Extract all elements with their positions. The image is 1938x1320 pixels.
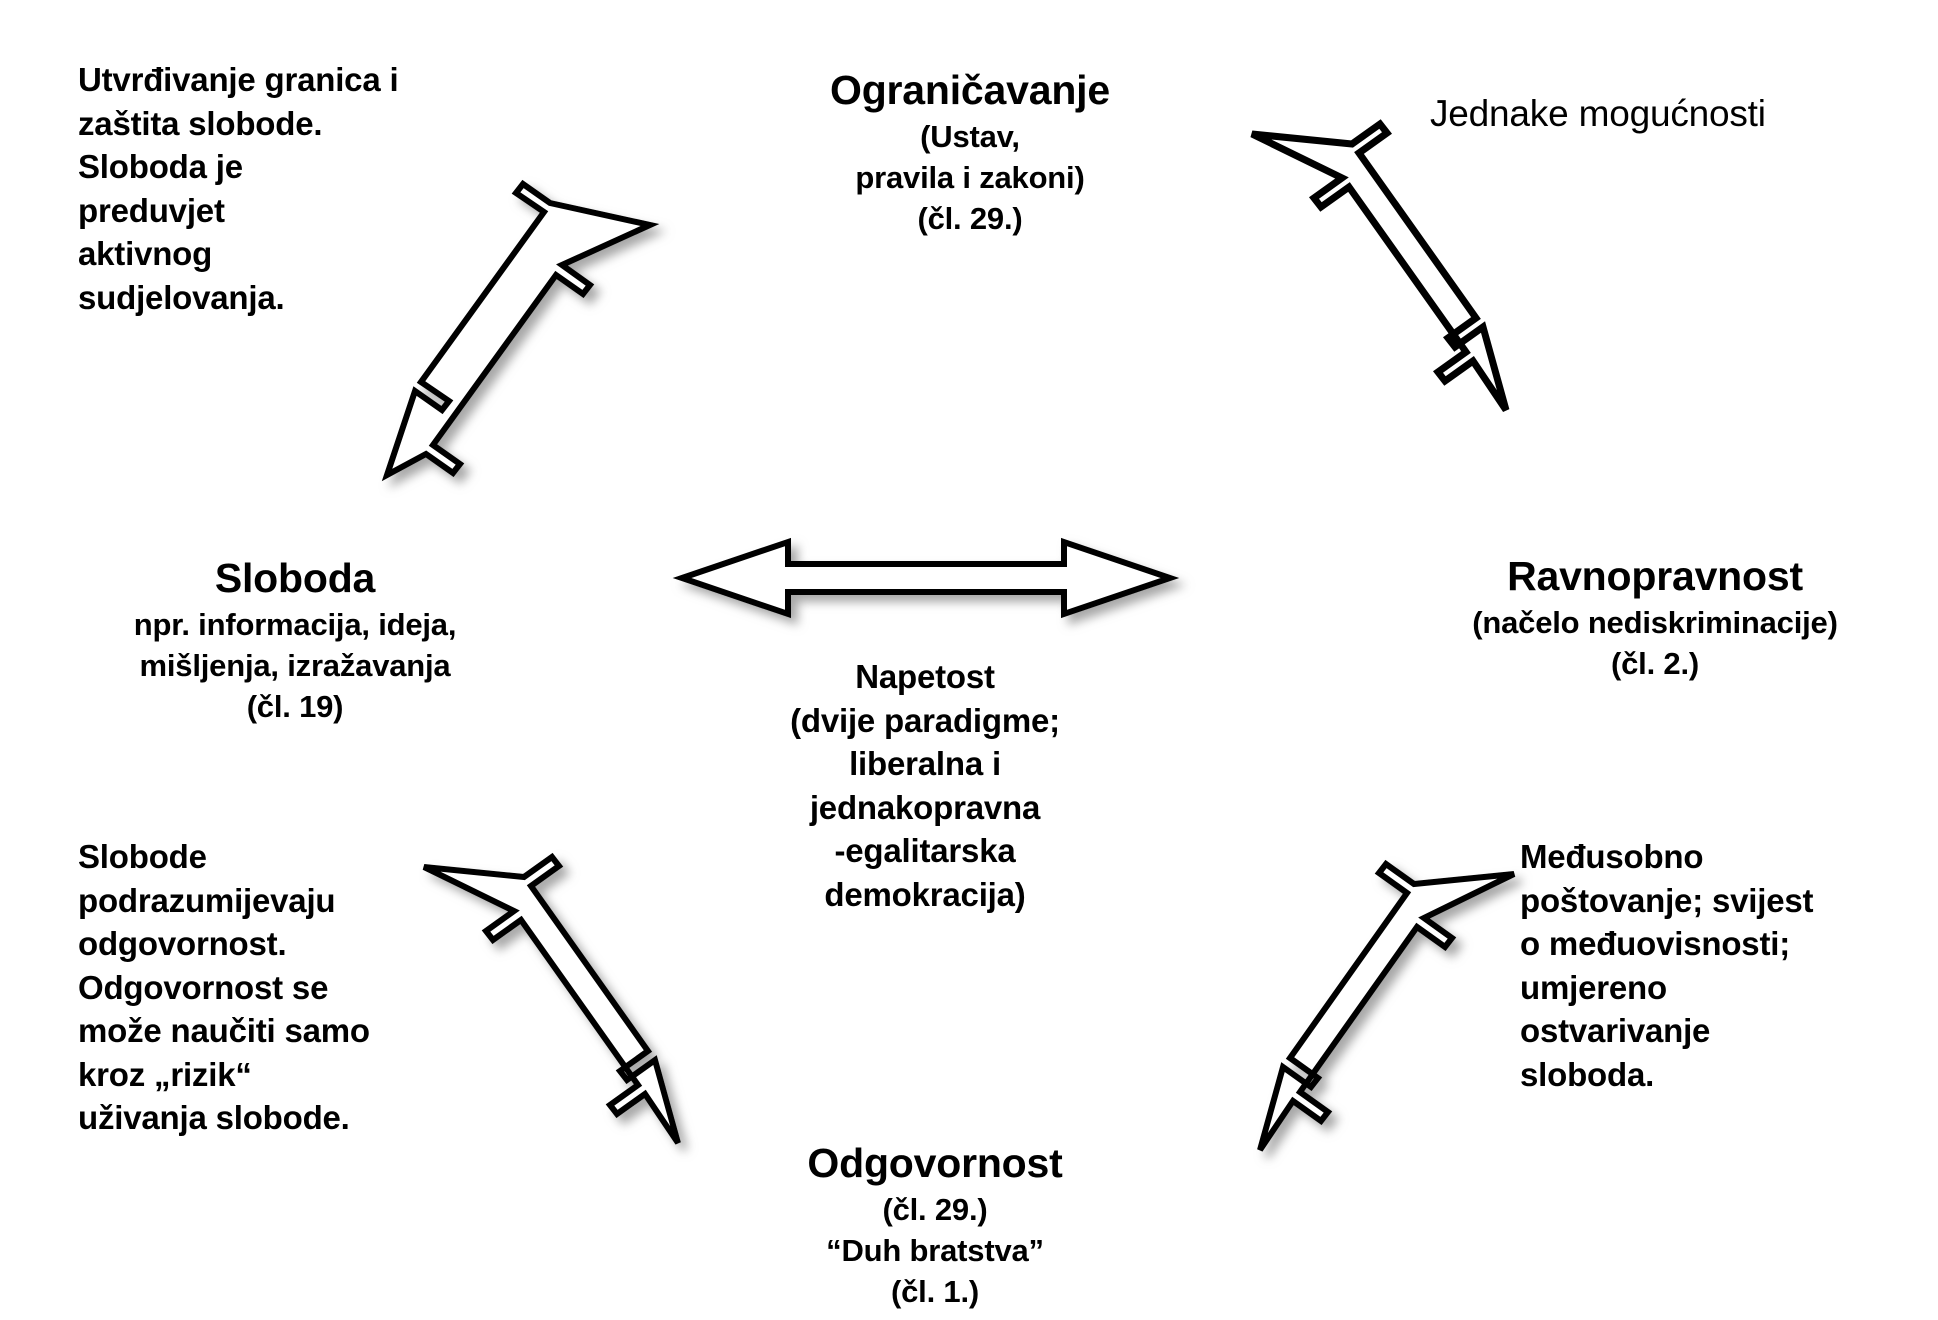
note-bottom-left: Slobode podrazumijevaju odgovornost. Odg…: [78, 838, 370, 1137]
double-arrow-bottom-right: [1246, 859, 1536, 1162]
note-top-right: Jednake mogućnosti: [1430, 93, 1766, 134]
note-top-left: Utvrđivanje granica i zaštita slobode. S…: [78, 61, 399, 316]
node-odgovornost-heading: Odgovornost: [807, 1139, 1063, 1186]
node-odgovornost: Odgovornost (čl. 29.) “Duh bratstva” (čl.…: [720, 1095, 1150, 1313]
double-arrow-top-right: [1238, 119, 1528, 427]
node-odgovornost-detail: (čl. 29.) “Duh bratstva” (čl. 1.): [826, 1192, 1044, 1309]
node-ogranicavanje-detail: (Ustav, pravila i zakoni) (čl. 29.): [855, 119, 1085, 236]
node-sloboda-heading: Sloboda: [214, 554, 376, 601]
double-arrow-bottom-left: [410, 852, 700, 1155]
node-ogranicavanje-heading: Ograničavanje: [830, 66, 1110, 113]
node-ravnopravnost-detail: (načelo nediskriminacije) (čl. 2.): [1472, 605, 1838, 681]
node-ravnopravnost: Ravnopravnost (načelo nediskriminacije) (…: [1380, 508, 1930, 685]
double-arrow-top-left: [370, 175, 670, 482]
node-ogranicavanje: Ograničavanje (Ustav, pravila i zakoni) (…: [700, 22, 1240, 240]
note-bottom-right: Međusobno poštovanje; svijest o međuovis…: [1520, 838, 1814, 1093]
node-sloboda-detail: npr. informacija, ideja, mišljenja, izra…: [133, 607, 457, 724]
node-sloboda: Sloboda npr. informacija, ideja, mišljenj…: [60, 510, 530, 728]
node-ravnopravnost-heading: Ravnopravnost: [1507, 552, 1803, 599]
double-arrow-center: [672, 528, 1186, 638]
node-napetost: Napetost (dvije paradigme; liberalna i j…: [790, 658, 1060, 913]
